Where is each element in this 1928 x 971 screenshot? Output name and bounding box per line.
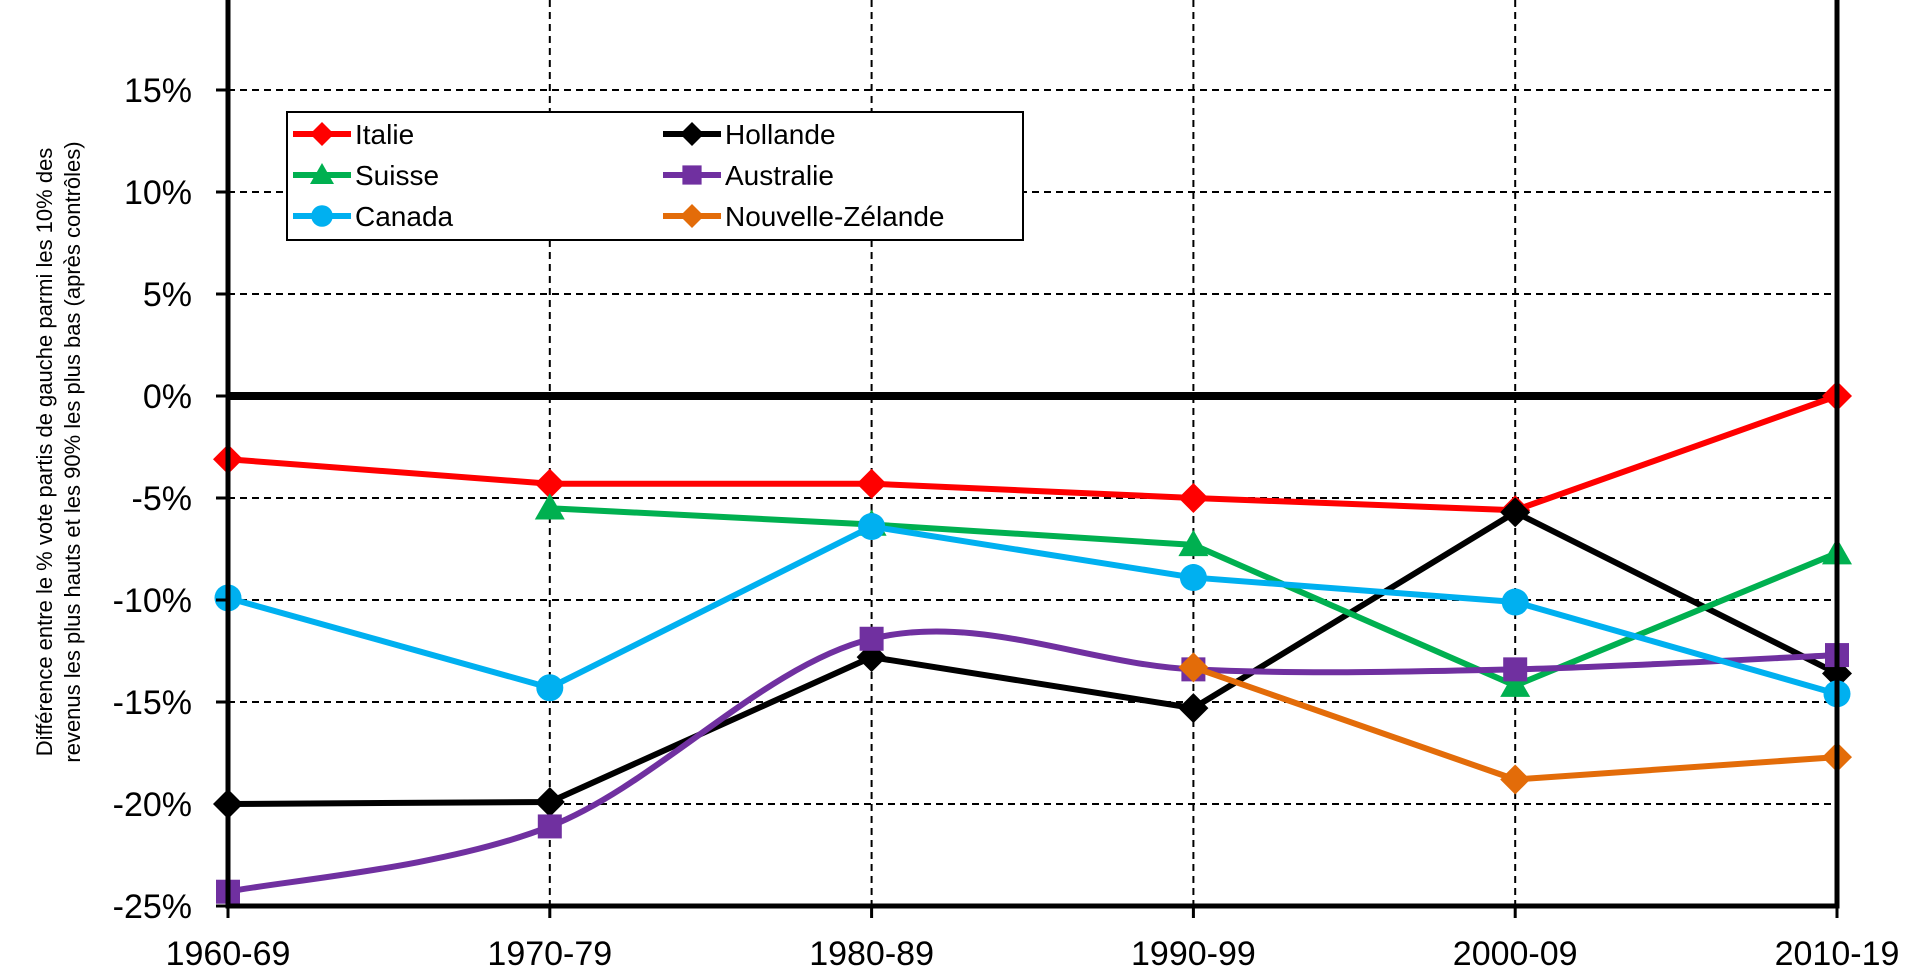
- data-point-italie: [534, 468, 565, 499]
- data-point-canada: [858, 513, 886, 541]
- y-tick-label: 0%: [143, 378, 192, 416]
- legend-label: Nouvelle-Zélande: [725, 201, 944, 232]
- legend-marker: [680, 204, 704, 228]
- data-point-nouvelle-zelande: [1500, 764, 1531, 795]
- data-point-hollande: [534, 786, 565, 817]
- legend-item-australie: Australie: [663, 160, 834, 191]
- legend-label: Suisse: [355, 160, 439, 191]
- series-australie: [216, 626, 1849, 904]
- legend-label: Canada: [355, 201, 454, 232]
- grid-lines: [228, 0, 1837, 906]
- x-tick-label: 1970-79: [487, 935, 612, 971]
- y-tick-label: -10%: [113, 582, 192, 620]
- y-tick-label: 15%: [124, 72, 192, 110]
- data-point-australie: [537, 814, 562, 839]
- x-tick-label: 2010-19: [1775, 935, 1900, 971]
- data-point-canada: [1179, 564, 1207, 592]
- series-nouvelle-zelande: [1178, 652, 1852, 795]
- data-point-australie: [1503, 657, 1528, 682]
- data-point-australie: [859, 626, 884, 651]
- legend-item-hollande: Hollande: [663, 119, 836, 150]
- legend: Italie Hollande Suisse Australie Canada Nouve…: [286, 111, 1024, 241]
- x-axis-ticks: 1960-69 1970-79 1980-89 1990-99 2000-09 2010-…: [166, 906, 1900, 971]
- legend-marker: [310, 122, 334, 146]
- legend-marker: [682, 165, 702, 185]
- y-tick-label: -5%: [132, 480, 192, 518]
- data-point-hollande: [1500, 497, 1531, 528]
- legend-marker: [311, 205, 333, 227]
- data-point-canada: [1501, 588, 1529, 616]
- y-axis-ticks: 15% 10% 5% 0% -5% -10% -15% -20% -25%: [113, 72, 228, 926]
- legend-item-suisse: Suisse: [293, 160, 439, 191]
- legend-label: Hollande: [725, 119, 836, 150]
- y-axis-title-line-2: revenus les plus hauts et les 90% les pl…: [60, 141, 85, 762]
- x-tick-label: 1980-89: [809, 935, 934, 971]
- legend-item-nouvelle-zelande: Nouvelle-Zélande: [663, 201, 944, 232]
- legend-item-italie: Italie: [293, 119, 414, 150]
- data-point-canada: [536, 674, 564, 702]
- plot-area-frame: [225, 0, 1840, 909]
- data-point-italie: [856, 468, 887, 499]
- legend-item-canada: Canada: [293, 201, 454, 232]
- y-tick-label: -15%: [113, 684, 192, 722]
- x-tick-label: 1990-99: [1131, 935, 1256, 971]
- y-tick-label: -25%: [113, 888, 192, 926]
- y-tick-label: -20%: [113, 786, 192, 824]
- x-tick-label: 2000-09: [1453, 935, 1578, 971]
- data-point-suisse: [1178, 529, 1209, 557]
- data-point-nouvelle-zelande: [1178, 652, 1209, 683]
- data-point-italie: [1178, 483, 1209, 513]
- series-line-italie: [227, 393, 1839, 514]
- y-axis-title-line-1: Différence entre le % vote partis de gau…: [32, 148, 57, 757]
- legend-box: [286, 111, 1024, 241]
- legend-label: Australie: [725, 160, 834, 191]
- series-line-australie: [227, 628, 1838, 895]
- data-point-suisse: [534, 493, 565, 520]
- legend-label: Italie: [355, 119, 414, 150]
- legend-marker: [310, 163, 334, 184]
- x-tick-label: 1960-69: [166, 935, 291, 971]
- series-line-hollande: [227, 509, 1839, 807]
- y-tick-label: 5%: [143, 276, 192, 314]
- y-tick-label: 10%: [124, 174, 192, 212]
- data-point-suisse: [1500, 670, 1531, 697]
- data-point-hollande: [1178, 693, 1209, 724]
- legend-marker: [680, 122, 704, 146]
- series-canada: [214, 513, 1851, 708]
- series-line-canada: [227, 523, 1838, 697]
- y-axis-title: Différence entre le % vote partis de gau…: [32, 141, 85, 762]
